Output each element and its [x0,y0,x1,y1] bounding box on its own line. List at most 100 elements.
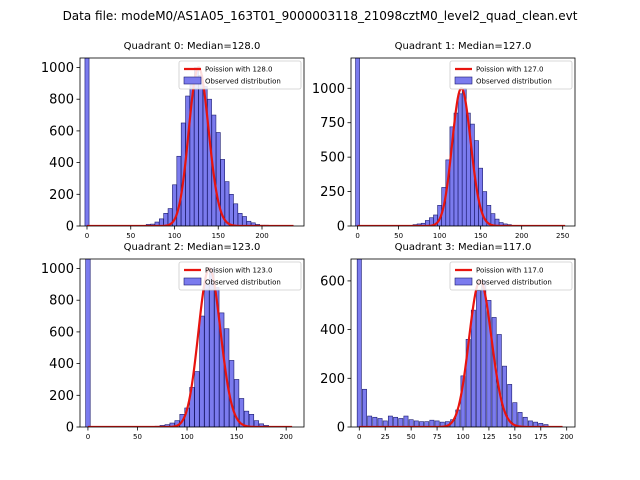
histogram-bar [85,259,91,427]
histogram-bar [502,365,507,427]
poisson-curve [87,66,294,226]
y-tick-label: 250 [320,185,345,200]
histogram-bar [169,422,175,427]
x-tick-label: 100 [456,433,469,441]
histogram-bar [258,423,264,427]
y-tick-label: 400 [49,357,74,372]
histogram-bar [434,420,440,427]
histogram-bar [233,203,239,226]
y-tick-label: 200 [49,389,74,404]
y-tick-label: 1000 [41,262,74,277]
legend-box [178,261,302,291]
histogram-bar [198,75,204,226]
histogram-bar [517,412,523,427]
subplot-title: Quadrant 3: Median=117.0 [395,242,532,253]
legend-label-poisson: Poission with 117.0 [476,267,544,275]
legend-label-poisson: Poission with 128.0 [205,66,273,74]
x-tick-label: 50 [394,232,403,240]
y-tick-label: 800 [49,294,74,309]
histogram-bar [356,259,362,427]
histogram-bar [229,194,234,226]
legend-box [449,261,573,291]
legend-bar-swatch [454,76,473,85]
histogram-bar [522,416,528,427]
histogram-bar [84,58,90,226]
legend-bar-swatch [183,76,202,85]
y-tick-label: 400 [49,156,74,171]
x-tick-label: 0 [85,232,89,240]
histogram-bar [199,315,205,427]
histogram-bar [209,268,215,427]
legend: Poission with 127.0 Observed distribution [449,60,573,90]
plot-area [84,58,294,226]
y-tick-label: 400 [320,323,345,338]
y-tick-label: 600 [49,325,74,340]
histogram-bar [413,420,419,427]
x-tick-label: 100 [433,232,446,240]
legend-bar-swatch [454,277,473,286]
histogram-bar [355,58,360,226]
x-tick-label: 0 [357,433,361,441]
subplot-quadrant-3: Quadrant 3: Median=117.0 0 200 400 600 0 25 50 7… [320,242,576,441]
y-tick-label: 1000 [312,82,345,97]
histogram-bar [481,280,487,427]
x-tick-label: 50 [407,433,416,441]
histogram-bar [527,420,533,427]
histogram-bar [398,418,404,427]
legend-label-observed: Observed distribution [476,78,552,86]
subplot-quadrant-0: Quadrant 0: Median=128.0 0 200 400 600 800 100… [41,41,305,240]
histogram-bar [538,423,544,427]
histogram-bar [372,416,378,427]
x-tick-label: 100 [180,433,193,441]
x-tick-label: 200 [560,433,573,441]
y-tick-label: 0 [66,220,74,235]
legend-label-observed: Observed distribution [205,78,281,86]
subplot-grid: Quadrant 0: Median=128.0 0 200 400 600 800 100… [41,41,576,441]
y-tick-label: 0 [337,421,345,436]
x-tick-label: 200 [255,232,268,240]
histogram-bar [362,388,367,427]
histogram-bar [393,416,399,427]
legend-bar-swatch [183,277,202,286]
x-tick-label: 0 [86,433,90,441]
histogram-bar [382,420,388,427]
x-tick-label: 125 [482,433,495,441]
y-tick-label: 200 [320,372,345,387]
histogram-bar [387,415,393,427]
legend-label-observed: Observed distribution [205,279,281,287]
histogram-bar [163,213,169,226]
histogram-bar [470,309,476,427]
subplot-title: Quadrant 1: Median=127.0 [395,41,532,52]
x-tick-label: 200 [279,433,292,441]
y-tick-label: 200 [49,188,74,203]
y-tick-label: 800 [49,93,74,108]
legend: Poission with 123.0 Observed distribution [178,261,302,291]
x-tick-label: 150 [508,433,521,441]
y-tick-label: 500 [320,151,345,166]
subplot-title: Quadrant 2: Median=123.0 [124,242,261,253]
legend: Poission with 117.0 Observed distribution [449,261,573,291]
histogram-bar [215,132,221,226]
x-tick-label: 75 [433,433,442,441]
legend-label-poisson: Poission with 127.0 [476,66,544,74]
histogram-bar [457,93,463,226]
x-tick-label: 50 [126,232,135,240]
x-tick-label: 150 [212,232,225,240]
x-tick-label: 150 [474,232,487,240]
x-tick-label: 150 [230,433,243,441]
legend-box [449,60,573,90]
y-tick-label: 1000 [41,61,74,76]
histogram-bar [367,415,373,427]
subplot-quadrant-1: Quadrant 1: Median=127.0 0 250 500 750 1000 0 5… [312,41,576,240]
legend-box [178,60,302,90]
histogram-bar [204,284,210,427]
x-tick-label: 200 [515,232,528,240]
axes-frame [79,258,305,428]
y-tick-label: 600 [320,274,345,289]
histogram-bar [194,67,199,226]
axes-frame [79,57,305,227]
histogram-bar [237,213,243,226]
y-tick-label: 0 [66,421,74,436]
x-tick-label: 0 [355,232,359,240]
